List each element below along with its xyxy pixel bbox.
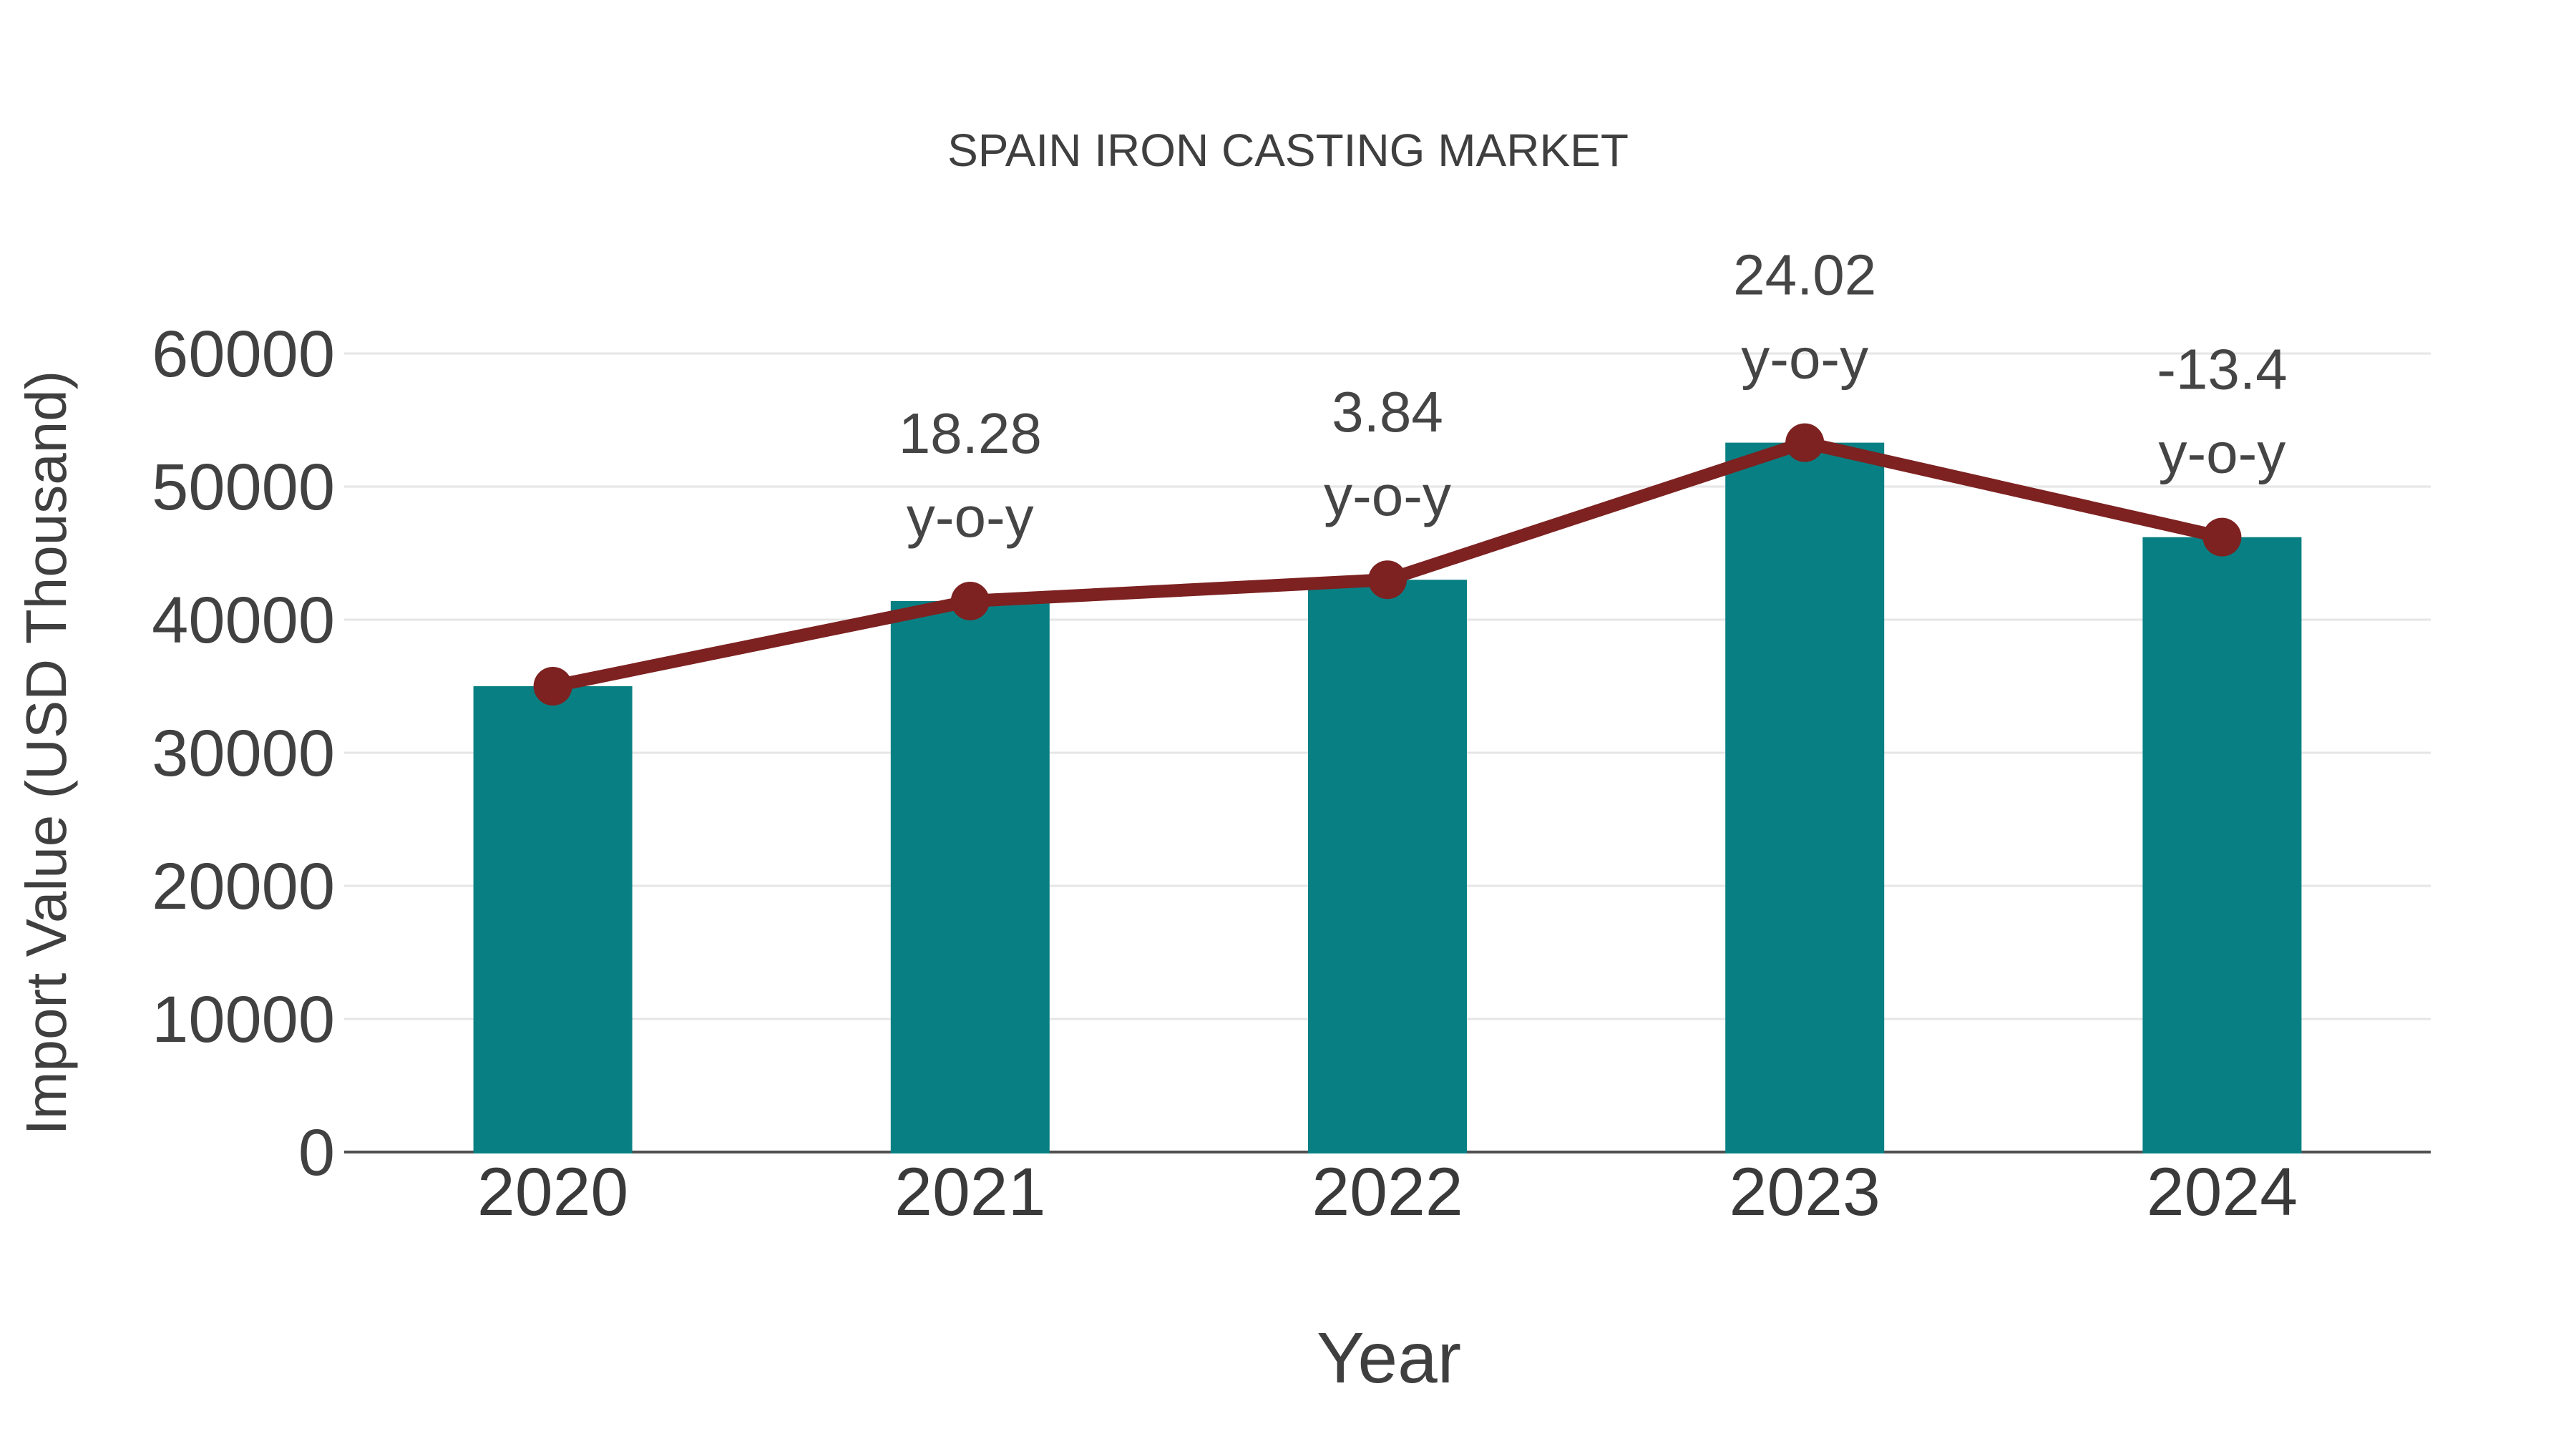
y-tick-label: 60000: [152, 318, 335, 391]
marker-2024: [2202, 517, 2242, 557]
annotation-unit-2022: y-o-y: [1324, 464, 1451, 527]
marker-2020: [533, 667, 572, 706]
x-tick-label: 2023: [1729, 1154, 1880, 1230]
x-tick-label: 2020: [477, 1154, 628, 1230]
y-tick-label: 30000: [152, 717, 335, 790]
y-tick-label: 10000: [152, 983, 335, 1056]
y-axis-title: Import Value (USD Thousand): [14, 371, 78, 1136]
x-tick-label: 2021: [894, 1154, 1045, 1230]
bar-2022: [1308, 580, 1467, 1153]
bar-2024: [2142, 537, 2302, 1153]
y-tick-labels-group: 0 10000 20000 30000 40000 50000 60000: [152, 318, 335, 1189]
marker-2023: [1785, 423, 1825, 462]
annotation-value-2023: 24.02: [1733, 243, 1876, 307]
annotation-unit-2023: y-o-y: [1741, 327, 1868, 391]
bar-2021: [890, 600, 1050, 1153]
y-tick-label: 20000: [152, 850, 335, 923]
x-tick-labels-group: 2020 2021 2022 2023 2024: [477, 1154, 2298, 1230]
marker-2022: [1368, 560, 1407, 600]
marker-2021: [950, 581, 990, 620]
bar-2020: [473, 686, 633, 1153]
y-tick-label: 40000: [152, 584, 335, 657]
annotation-value-2021: 18.28: [899, 401, 1042, 465]
x-tick-label: 2022: [1312, 1154, 1463, 1230]
annotation-value-2022: 3.84: [1332, 380, 1443, 444]
trend-line-group: [533, 423, 2242, 706]
annotation-unit-2024: y-o-y: [2159, 421, 2286, 485]
y-tick-label: 50000: [152, 451, 335, 524]
bar-2023: [1725, 442, 1885, 1153]
x-tick-label: 2024: [2147, 1154, 2298, 1230]
chart-title: SPAIN IRON CASTING MARKET: [947, 125, 1629, 176]
bars-group: [473, 442, 2302, 1153]
annotations-group: 18.28 y-o-y 3.84 y-o-y 24.02 y-o-y -13.4 y-o-y: [899, 243, 2288, 549]
x-axis-title: Year: [1317, 1318, 1461, 1398]
y-tick-label: 0: [298, 1116, 335, 1189]
annotation-unit-2021: y-o-y: [907, 485, 1034, 549]
annotation-value-2024: -13.4: [2157, 338, 2287, 401]
